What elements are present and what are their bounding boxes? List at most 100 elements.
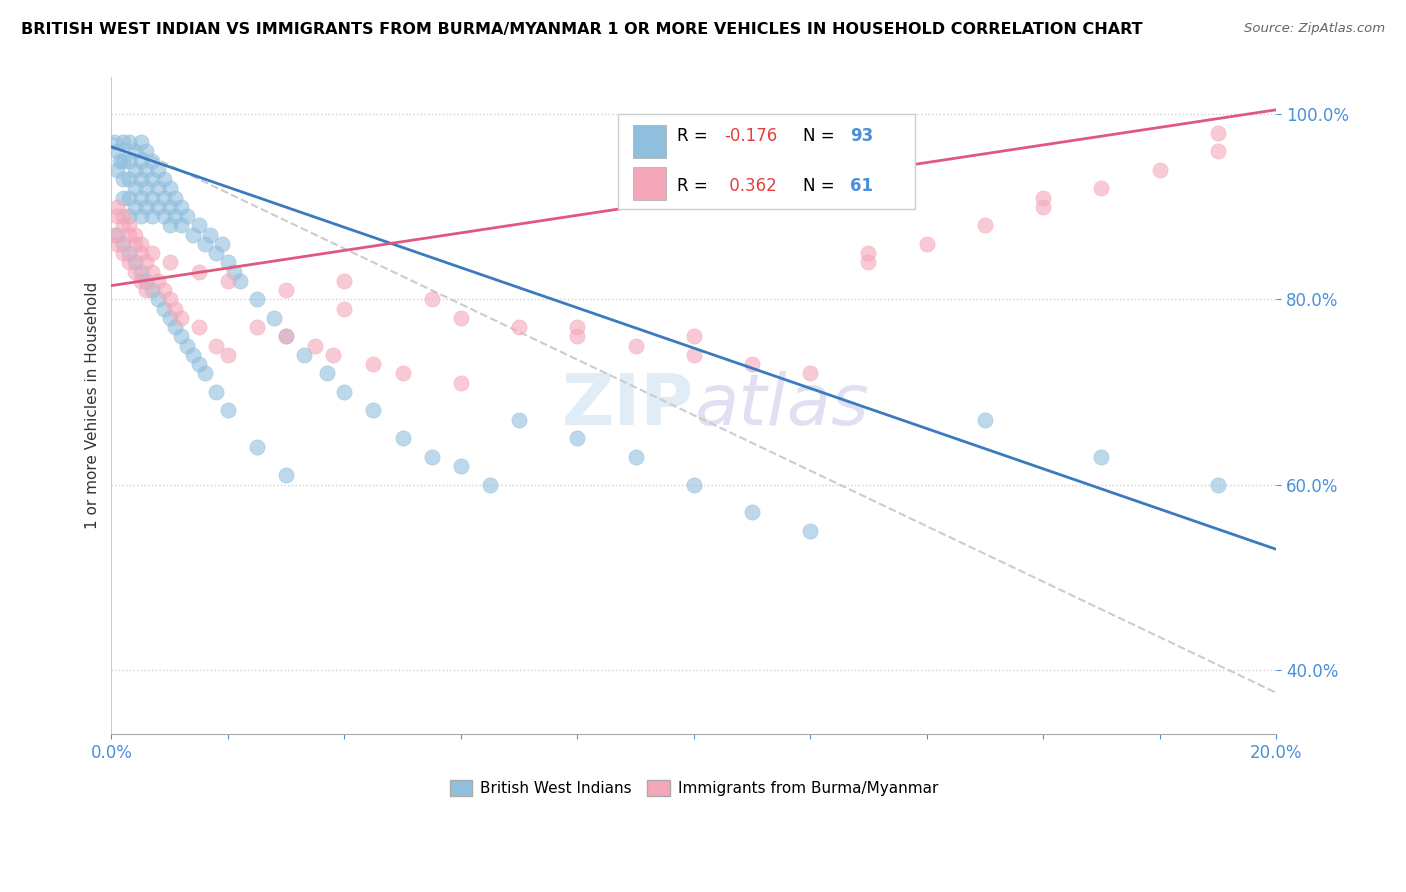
Point xyxy=(741,357,763,371)
Point xyxy=(217,274,239,288)
Point xyxy=(1090,450,1112,464)
Bar xyxy=(633,126,666,159)
Point xyxy=(391,367,413,381)
Point xyxy=(1206,126,1229,140)
Point xyxy=(159,293,181,307)
Point xyxy=(165,320,187,334)
Point xyxy=(124,163,146,178)
Point xyxy=(124,255,146,269)
Point xyxy=(135,181,157,195)
Point xyxy=(741,505,763,519)
Point xyxy=(124,200,146,214)
Y-axis label: 1 or more Vehicles in Household: 1 or more Vehicles in Household xyxy=(86,282,100,530)
Point xyxy=(450,376,472,390)
Text: N =: N = xyxy=(803,177,841,195)
Point xyxy=(1206,145,1229,159)
Point xyxy=(508,413,530,427)
Point xyxy=(274,468,297,483)
Point xyxy=(181,348,204,362)
Text: -0.176: -0.176 xyxy=(724,128,778,145)
Point xyxy=(112,135,135,149)
Point xyxy=(567,320,589,334)
Point xyxy=(159,200,181,214)
Point xyxy=(141,153,163,168)
Point xyxy=(246,320,269,334)
Point xyxy=(146,163,169,178)
Text: N =: N = xyxy=(803,128,841,145)
Point xyxy=(153,172,176,186)
Point xyxy=(124,237,146,252)
Point xyxy=(153,301,176,316)
Point xyxy=(478,477,501,491)
Point xyxy=(141,172,163,186)
Point xyxy=(153,191,176,205)
Point xyxy=(682,348,704,362)
Point xyxy=(858,246,880,260)
Point xyxy=(508,320,530,334)
Point xyxy=(187,265,209,279)
Point xyxy=(200,227,222,242)
Point xyxy=(118,246,141,260)
Point xyxy=(246,293,269,307)
Point xyxy=(112,246,135,260)
Point xyxy=(799,524,821,538)
Text: BRITISH WEST INDIAN VS IMMIGRANTS FROM BURMA/MYANMAR 1 OR MORE VEHICLES IN HOUSE: BRITISH WEST INDIAN VS IMMIGRANTS FROM B… xyxy=(21,22,1143,37)
Point xyxy=(105,227,128,242)
Point xyxy=(129,274,152,288)
Point xyxy=(205,384,228,399)
Text: R =: R = xyxy=(678,177,713,195)
Point xyxy=(141,246,163,260)
Point xyxy=(118,227,141,242)
Point xyxy=(141,283,163,297)
Point xyxy=(217,348,239,362)
Point xyxy=(103,135,125,149)
Point xyxy=(858,255,880,269)
Point xyxy=(105,209,128,223)
Point xyxy=(205,339,228,353)
Point xyxy=(1206,477,1229,491)
Point xyxy=(129,191,152,205)
Text: 0.362: 0.362 xyxy=(724,177,776,195)
Point xyxy=(165,209,187,223)
Point xyxy=(112,209,135,223)
Point xyxy=(146,274,169,288)
FancyBboxPatch shape xyxy=(619,113,915,209)
Point xyxy=(1032,200,1054,214)
Point xyxy=(1032,191,1054,205)
Point xyxy=(153,209,176,223)
Point xyxy=(146,200,169,214)
Point xyxy=(217,403,239,417)
Point xyxy=(129,246,152,260)
Point xyxy=(682,329,704,343)
Point xyxy=(129,153,152,168)
Point xyxy=(135,145,157,159)
Point xyxy=(222,265,245,279)
Point xyxy=(118,209,141,223)
Point xyxy=(170,219,193,233)
Point xyxy=(228,274,250,288)
Point xyxy=(118,135,141,149)
Point xyxy=(176,339,198,353)
Text: Source: ZipAtlas.com: Source: ZipAtlas.com xyxy=(1244,22,1385,36)
Bar xyxy=(633,168,666,201)
Point xyxy=(129,135,152,149)
Point xyxy=(105,237,128,252)
Point xyxy=(124,145,146,159)
Point xyxy=(159,181,181,195)
Point xyxy=(108,153,131,168)
Point xyxy=(176,209,198,223)
Point xyxy=(112,237,135,252)
Point xyxy=(246,441,269,455)
Point xyxy=(304,339,326,353)
Text: 61: 61 xyxy=(849,177,873,195)
Point xyxy=(112,172,135,186)
Point xyxy=(141,191,163,205)
Point xyxy=(682,477,704,491)
Point xyxy=(118,219,141,233)
Point xyxy=(170,310,193,325)
Point xyxy=(205,246,228,260)
Point xyxy=(165,301,187,316)
Point xyxy=(450,310,472,325)
Point xyxy=(391,431,413,445)
Point xyxy=(103,227,125,242)
